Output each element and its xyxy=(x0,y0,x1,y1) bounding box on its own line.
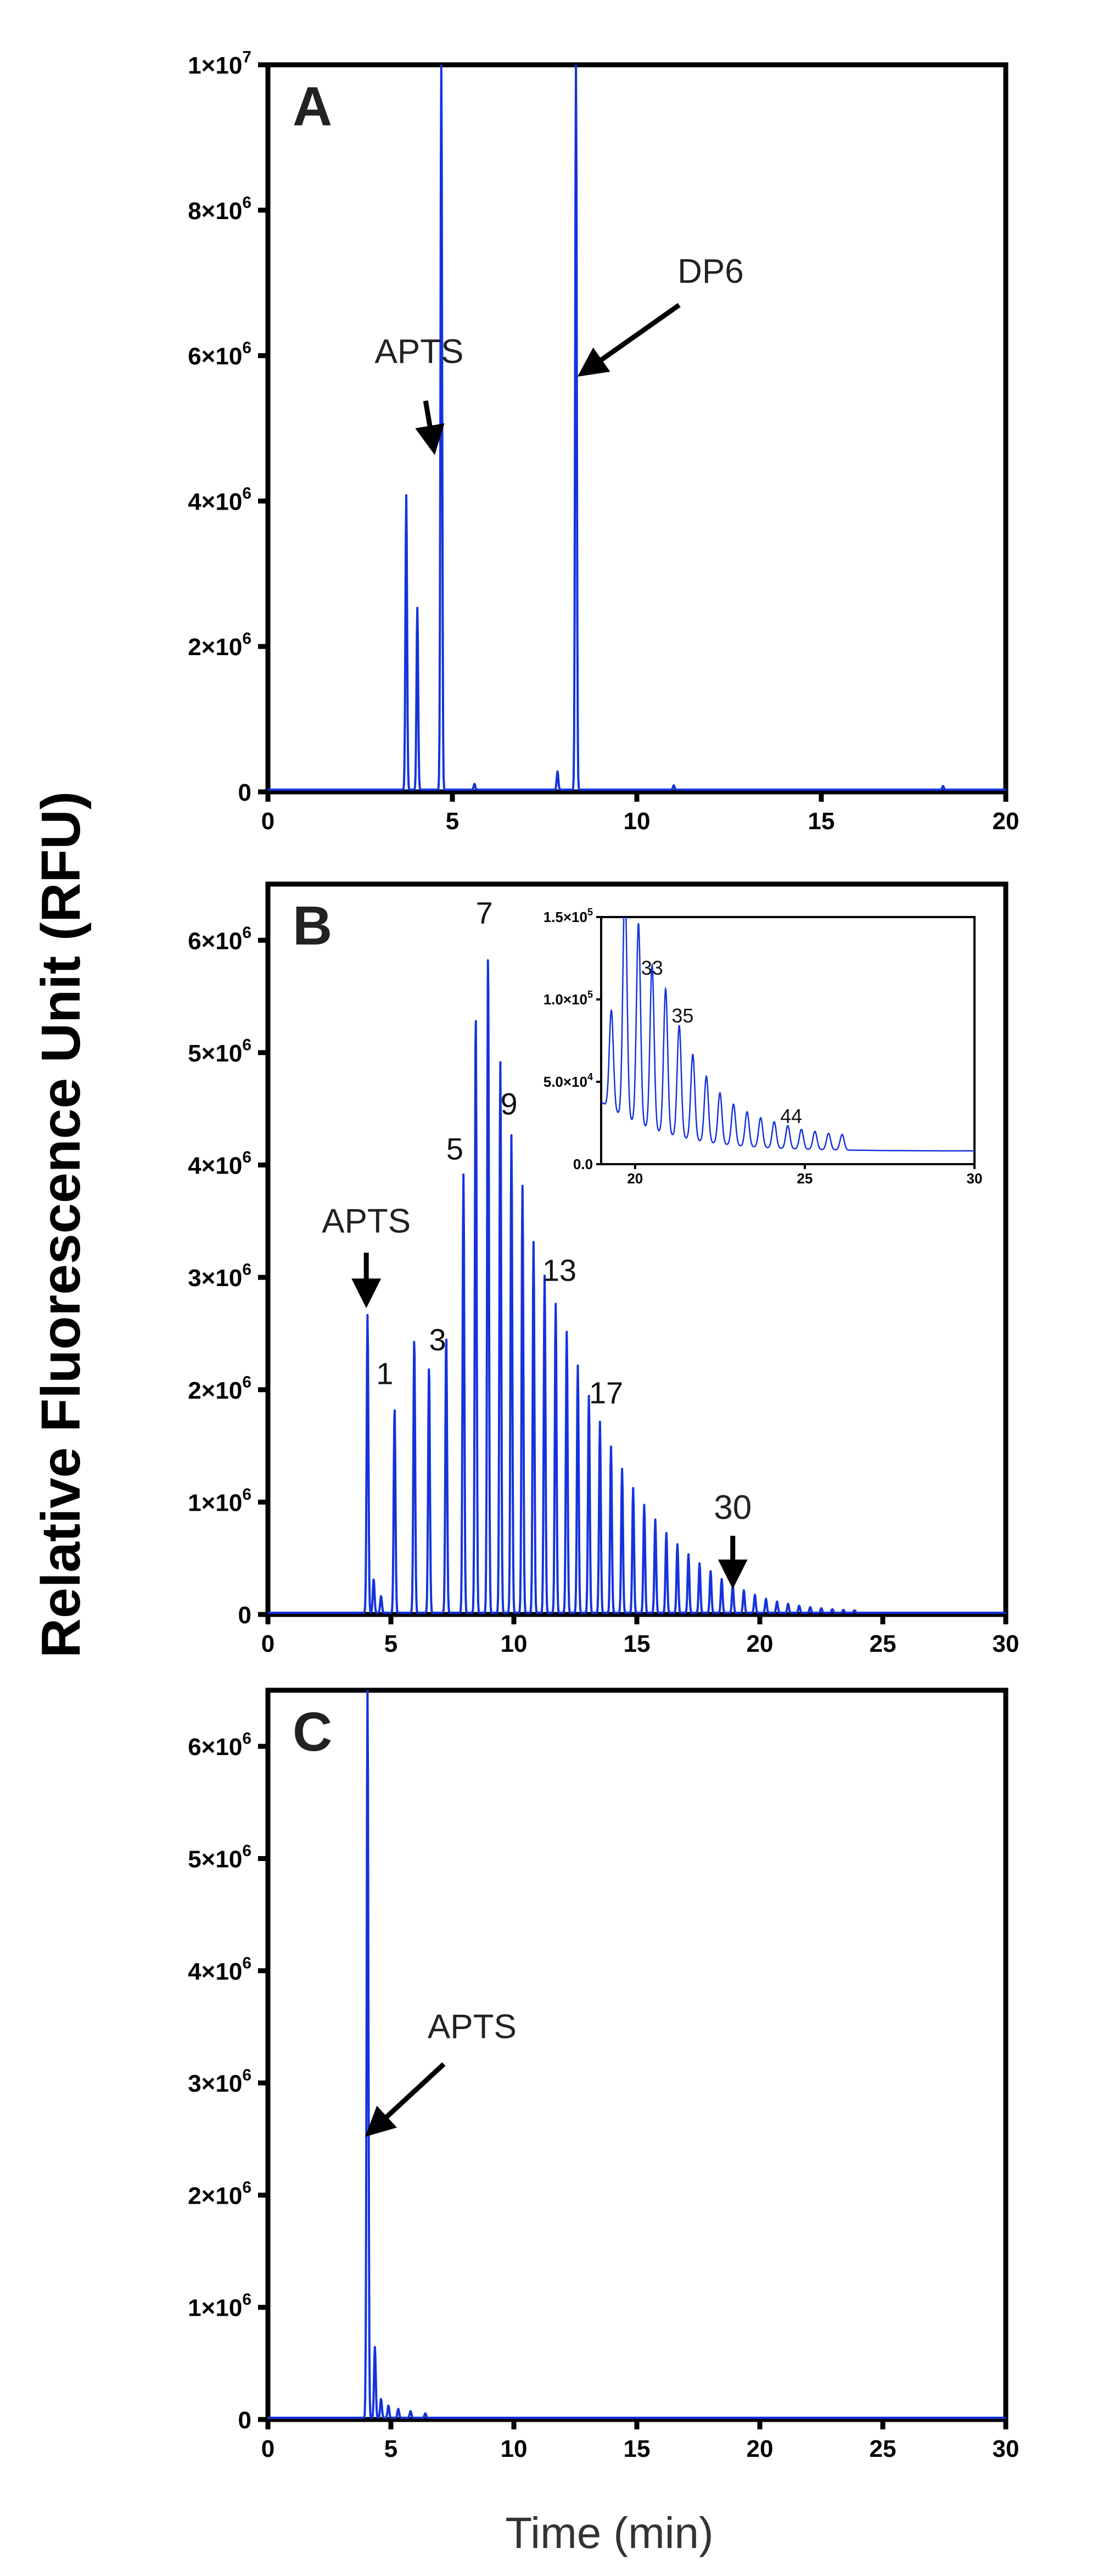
panel-b: 0 5 10 15 20 25 3001×1062×1063×1064×1065×1066×… xyxy=(188,881,1019,1657)
trace-line xyxy=(268,65,1006,791)
x-tick-label: 15 xyxy=(808,808,835,835)
x-tick-label: 30 xyxy=(993,1630,1019,1657)
x-tick-label: 5 xyxy=(446,808,459,835)
annotation-label: DP6 xyxy=(677,253,744,290)
y-tick-label: 0 xyxy=(238,779,251,806)
y-tick-label: 4×106 xyxy=(188,1954,251,1985)
y-tick-label: 8×106 xyxy=(188,193,251,224)
x-tick-label: 15 xyxy=(624,2435,651,2462)
annotation-arrow xyxy=(577,303,681,377)
x-tick-label: 25 xyxy=(870,1630,897,1657)
y-tick-label: 5×106 xyxy=(188,1036,251,1066)
y-tick-label: 0.0 xyxy=(573,1156,593,1172)
y-tick-label: 5×106 xyxy=(188,1842,251,1873)
y-tick-label: 2×106 xyxy=(188,1373,251,1404)
x-tick-label: 20 xyxy=(747,1630,774,1657)
x-tick-label: 25 xyxy=(797,1170,813,1187)
y-axis-label: Relative Fluorescence Unit (RFU) xyxy=(30,791,92,1658)
trace-line xyxy=(268,959,1006,1614)
inset-peak-label: 35 xyxy=(671,1004,693,1027)
y-tick-label: 4×106 xyxy=(188,1148,251,1179)
peak-label: 3 xyxy=(429,1322,446,1357)
x-tick-label: 5 xyxy=(384,2435,397,2462)
y-tick-label: 0 xyxy=(238,2407,251,2434)
plot-frame xyxy=(265,1687,1009,2422)
x-tick-label: 10 xyxy=(501,2435,528,2462)
x-axis-label: Time (min) xyxy=(505,2508,713,2557)
x-tick-label: 20 xyxy=(627,1170,643,1187)
x-tick-label: 10 xyxy=(624,808,651,835)
y-tick-label: 1×106 xyxy=(188,2290,251,2321)
trace-line xyxy=(268,1690,1006,2419)
annotation-arrow xyxy=(365,2062,446,2137)
panels: 0 5 10 15 2002×1064×1066×1068×1061×107AAPTSD… xyxy=(188,48,1019,2462)
x-tick-label: 0 xyxy=(261,808,274,835)
x-tick-label: 30 xyxy=(993,2435,1019,2462)
inset-frame xyxy=(600,916,976,1165)
peak-label: 17 xyxy=(589,1375,623,1410)
x-tick-label: 20 xyxy=(747,2435,774,2462)
annotation-label: APTS xyxy=(428,2008,517,2046)
annotation-label: APTS xyxy=(322,1202,411,1240)
y-tick-label: 6×106 xyxy=(188,924,251,954)
panel-letter: C xyxy=(293,1701,332,1763)
plot-frame xyxy=(265,62,1009,795)
peak-label: 5 xyxy=(446,1131,463,1166)
annotation-arrow xyxy=(415,400,445,455)
inset-peak-label: 33 xyxy=(641,957,663,979)
peak-label: 13 xyxy=(542,1253,576,1287)
panel-c: 0 5 10 15 20 25 30 0 1×106 2×106 3×106 4×106 5×106 6×… xyxy=(188,1687,1019,2462)
inset-peak-label: 44 xyxy=(780,1105,802,1127)
y-tick-label: 1.0×105 xyxy=(544,989,593,1008)
y-tick-label: 1×106 xyxy=(188,1485,251,1516)
annotation-label: APTS xyxy=(375,333,464,371)
y-tick-label: 3×106 xyxy=(188,1261,251,1292)
peak-label: 1 xyxy=(376,1356,393,1391)
x-tick-label: 20 xyxy=(993,808,1019,835)
x-tick-label: 15 xyxy=(624,1630,651,1657)
y-tick-label: 3×106 xyxy=(188,2066,251,2097)
y-tick-label: 4×106 xyxy=(188,484,251,515)
peak-label: 9 xyxy=(500,1086,517,1121)
x-tick-label: 30 xyxy=(967,1170,983,1187)
peak-label: 7 xyxy=(476,896,493,930)
x-tick-label: 25 xyxy=(870,2435,897,2462)
x-tick-label: 5 xyxy=(384,1630,397,1657)
panel-a: 0 5 10 15 20 0 2×106 4×106 6×106 8×106 1×107 A APTS D… xyxy=(188,48,1019,835)
x-tick-label: 0 xyxy=(261,2435,274,2462)
panel-letter: A xyxy=(293,76,332,137)
y-tick-label: 6×106 xyxy=(188,339,251,370)
y-tick-label: 6×106 xyxy=(188,1730,251,1761)
panel-letter: B xyxy=(293,895,332,957)
y-tick-label: 0 xyxy=(238,1602,251,1629)
y-tick-label: 2×106 xyxy=(188,630,251,661)
annotation-label: 30 xyxy=(714,1489,752,1527)
y-tick-label: 5.0×104 xyxy=(544,1071,593,1090)
y-tick-label: 2×106 xyxy=(188,2178,251,2209)
y-tick-label: 1×107 xyxy=(188,48,251,79)
x-tick-label: 0 xyxy=(261,1630,274,1657)
y-tick-label: 1.5×105 xyxy=(544,907,593,925)
x-tick-label: 10 xyxy=(501,1630,528,1657)
inset-trace-line xyxy=(601,917,974,1152)
inset-chart: 20 25 30 0.0 5.0×104 1.0×105 1.5×105 33 35 44 xyxy=(544,907,983,1187)
